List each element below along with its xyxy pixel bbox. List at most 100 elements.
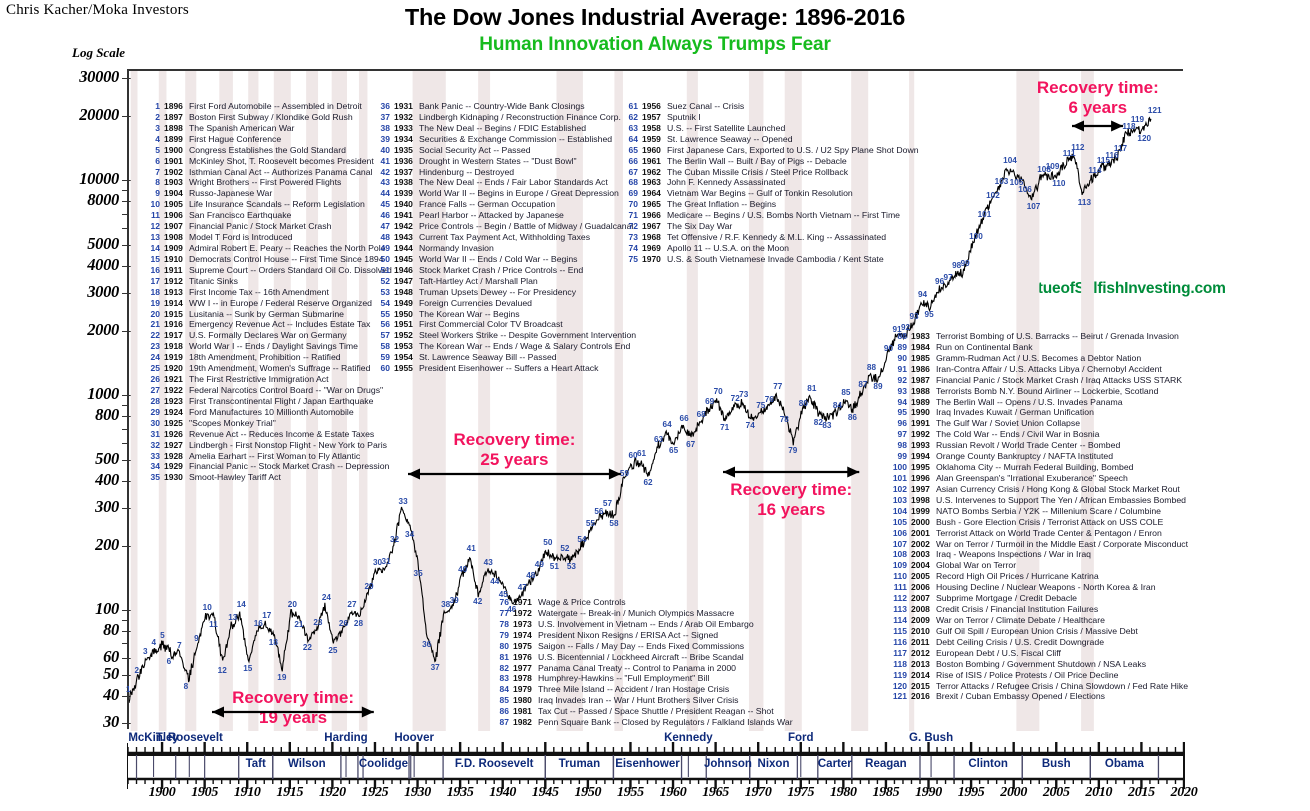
curve-point-label: 65 (669, 445, 679, 455)
event-note-text: U.S. -- First Satellite Launched (667, 122, 786, 133)
event-note-text: Medicare -- Begins / U.S. Bombs North Vi… (667, 210, 901, 221)
event-note-year: 1914 (164, 297, 183, 308)
event-note-year: 1986 (911, 363, 930, 374)
event-note-text: Rise of ISIS / Police Protests / Oil Pri… (936, 669, 1119, 680)
curve-point-label: 102 (986, 191, 1000, 201)
event-note-row: 42 1937 Hindenburg -- Destroyed (373, 167, 636, 178)
curve-point-label: 100 (969, 231, 983, 241)
event-note-year: 1945 (394, 253, 413, 264)
correction-shading-band (273, 71, 291, 731)
curve-point-label: 21 (294, 619, 304, 629)
president-above-label: McKinley (128, 732, 179, 744)
president-term-label: F.D. Roosevelt (454, 758, 534, 770)
x-axis-year-label: 1975 (787, 785, 815, 800)
curve-point-label: 9 (194, 633, 199, 643)
curve-point-label: 90 (883, 343, 894, 353)
event-note-year: 1962 (642, 166, 661, 177)
event-note-text: Smoot-Hawley Tariff Act (189, 472, 281, 483)
curve-point-label: 16 (253, 618, 263, 628)
event-note-year: 1953 (394, 341, 413, 352)
curve-point-label: 84 (832, 400, 842, 410)
event-note-number: 18 (150, 286, 160, 297)
event-note-year: 1989 (911, 396, 930, 407)
event-note-year: 1957 (642, 111, 661, 122)
event-note-text: Run on Continental Bank (936, 341, 1033, 352)
president-term-label: Clinton (968, 758, 1008, 770)
event-note-number: 95 (897, 407, 907, 418)
event-note-year: 1947 (394, 275, 413, 286)
x-axis-year-label: 1990 (915, 785, 942, 800)
y-axis-minor-tick (122, 213, 127, 215)
event-note-text: The First Restrictive Immigration Act (189, 374, 329, 385)
event-note-row: 46 1941 Pearl Harbor -- Attacked by Japane… (373, 210, 636, 221)
log-scale-label: Log Scale (72, 45, 126, 60)
event-note-row: 111 2006 Housing Decline / Nuclear Weapons… (890, 582, 1188, 593)
event-note-number: 73 (628, 232, 638, 243)
curve-point-label: 118 (1122, 122, 1136, 132)
event-note-text: President Eisenhower -- Suffers a Heart … (419, 363, 599, 374)
event-note-year: 1963 (642, 177, 661, 188)
event-note-row: 79 1974 President Nixon Resigns / ERISA Ac… (492, 630, 793, 641)
y-axis-tick-label: 60 (103, 646, 119, 666)
curve-point-label: 62 (643, 477, 653, 487)
event-note-text: Apollo 11 -- U.S.A. on the Moon (667, 242, 790, 253)
curve-point-label: 77 (773, 382, 783, 392)
event-note-text: Russian Revolt / World Trade Center -- B… (936, 440, 1121, 451)
curve-point-label: 107 (1026, 202, 1041, 212)
event-note-year: 1915 (164, 308, 183, 319)
event-note-text: Social Security Act -- Passed (419, 144, 531, 155)
event-note-number: 6 (155, 155, 160, 166)
curve-point-label: 4 (151, 637, 157, 647)
event-note-text: Wage & Price Controls (538, 597, 626, 607)
event-note-text: U.S. & South Vietnamese Invade Cambodia … (667, 253, 884, 264)
y-axis-tick-mark (122, 657, 131, 659)
event-note-text: Stock Market Crash / Price Controls -- E… (419, 264, 584, 275)
curve-point-label: 120 (1137, 133, 1152, 143)
events-column-5: 88 1983 Terrorist Bombing of U.S. Barracks… (890, 331, 1188, 702)
event-note-text: The Korean War -- Begins (419, 308, 520, 319)
curve-point-label: 61 (636, 449, 647, 459)
event-note-row: 62 1957 Sputnik I (621, 112, 919, 123)
event-note-row: 118 2013 Boston Bombing / Government Shutd… (890, 659, 1188, 670)
y-axis-tick-mark (122, 201, 131, 203)
event-note-text: Foreign Currencies Devalued (419, 297, 532, 308)
x-axis-year-label: 2000 (1000, 785, 1028, 800)
curve-point-label: 41 (466, 544, 476, 554)
curve-point-label: 50 (543, 537, 553, 547)
correction-shading-band (306, 71, 319, 731)
president-above-label: Harding (324, 732, 368, 744)
recovery-time-callout: Recovery time: 6 years (988, 78, 1208, 118)
event-note-text: Humphrey-Hawkins -- "Full Employment" Bi… (538, 673, 710, 684)
y-axis-minor-tick (122, 620, 127, 622)
event-note-number: 2 (155, 111, 160, 122)
event-note-text: Oklahoma City -- Murrah Federal Building… (936, 462, 1134, 473)
event-note-year: 1990 (911, 407, 930, 418)
event-note-text: World War II -- Begins in Europe / Great… (419, 188, 619, 199)
event-note-year: 1992 (911, 429, 930, 440)
event-note-year: 1913 (164, 286, 183, 297)
event-note-text: San Francisco Earthquake (189, 210, 292, 221)
event-note-text: Normandy Invasion (419, 242, 494, 253)
president-above-label: T. Roosevelt (155, 732, 223, 744)
event-note-year: 1949 (394, 297, 413, 308)
event-note-row: 7 1902 Isthmian Canal Act -- Authorizes Pa… (143, 167, 392, 178)
curve-point-label: 104 (1003, 156, 1017, 166)
event-note-year: 1935 (394, 144, 413, 155)
event-note-year: 1899 (164, 133, 183, 144)
y-axis-tick-label: 300 (95, 496, 119, 516)
event-note-year: 1934 (394, 133, 413, 144)
event-note-row: 114 2009 War on Terror / Climate Debate / … (890, 615, 1188, 626)
curve-point-label: 105 (1009, 178, 1024, 188)
event-note-number: 44 (380, 188, 390, 199)
event-note-text: Drought in Western States -- "Dust Bowl" (419, 155, 577, 166)
y-axis-tick-mark (122, 292, 131, 294)
curve-point-label: 7 (177, 640, 182, 650)
event-note-year: 1975 (513, 640, 532, 651)
event-note-number: 69 (628, 188, 638, 199)
event-note-text: Saigon -- Falls / May Day -- Ends Fixed … (538, 640, 745, 651)
event-note-row: 20 1915 Lusitania -- Sunk by German Submar… (143, 309, 392, 320)
curve-point-label: 57 (602, 499, 612, 509)
event-note-number: 27 (150, 384, 160, 395)
event-note-row: 49 1944 Normandy Invasion (373, 243, 636, 254)
curve-point-label: 79 (788, 445, 798, 455)
